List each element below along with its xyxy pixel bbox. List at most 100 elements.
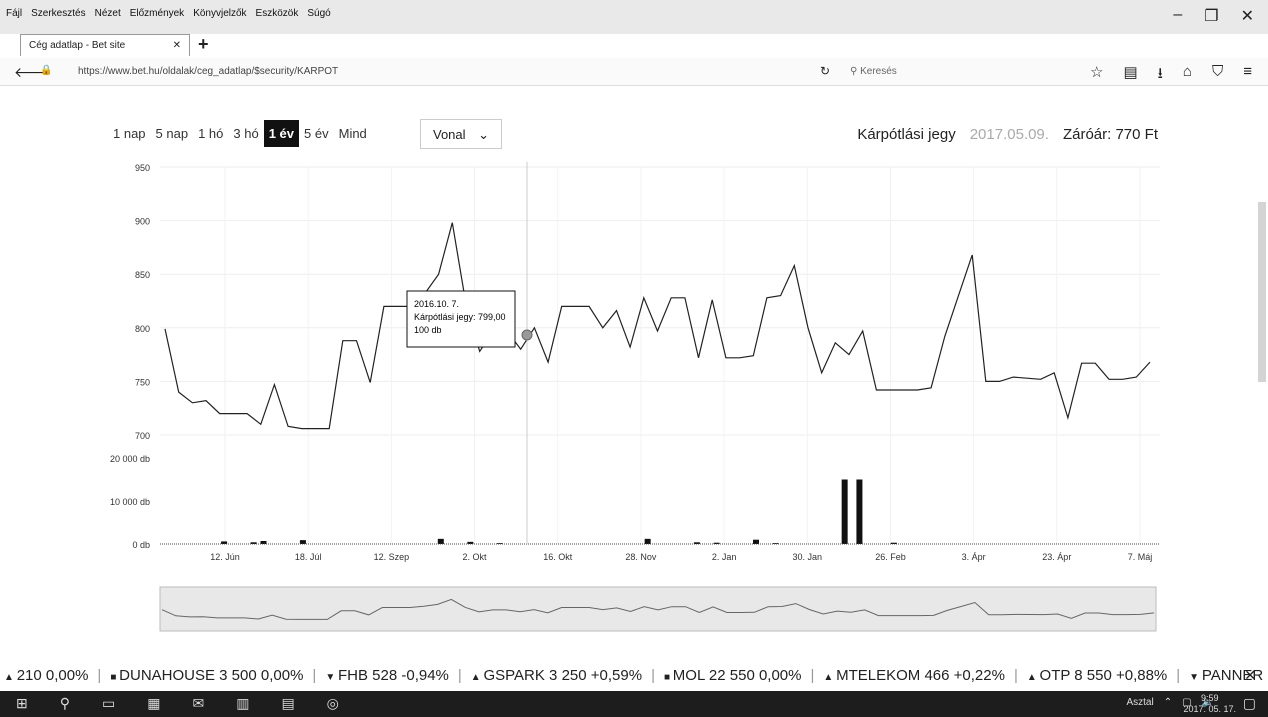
maximize-icon[interactable]: ❐ — [1204, 8, 1219, 25]
outlook-icon[interactable]: ✉ — [192, 695, 205, 711]
range-button-5ev[interactable]: 5 év — [304, 126, 329, 141]
volume-icon[interactable]: 🔈 — [1201, 697, 1214, 708]
ticker-text: FHB 528 -0,94% — [338, 666, 449, 684]
range-button-3ho[interactable]: 3 hó — [233, 126, 259, 141]
start-icon[interactable]: ⊞ — [16, 695, 28, 711]
volume-bar — [496, 543, 503, 544]
ticker-trend-icon: ▲ — [4, 671, 17, 683]
tray-chevron-icon[interactable]: ⌃ — [1163, 697, 1173, 708]
volume-y-ticks: 20 000 db 10 000 db 0 db — [110, 454, 150, 550]
range-button-5nap[interactable]: 5 nap — [155, 126, 189, 141]
ticker-item[interactable]: ▲ OTP 8 550 +0,88% — [1027, 667, 1167, 684]
file-explorer-icon[interactable]: ▦ — [147, 695, 161, 711]
ticker-trend-icon: ▼ — [325, 671, 338, 683]
price-y-ticks: 950 900 850 800 750 700 — [135, 163, 150, 441]
search-icon[interactable]: ⚲ — [59, 695, 70, 711]
security-date: 2017.05.09. — [969, 126, 1049, 143]
x-tick-label: 7. Máj — [1128, 552, 1153, 562]
taskbar: ⊞ ⚲ ▭ ▦ ✉ ▥ ▤ ◎ Asztal ⌃ ▢ 🔈 9:59 2017. … — [0, 691, 1268, 717]
range-button-1ho[interactable]: 1 hó — [198, 126, 224, 141]
system-tray: Asztal ⌃ ▢ 🔈 — [1126, 697, 1214, 708]
clock-time: 9:59 — [1200, 693, 1219, 703]
scrollbar-thumb[interactable] — [1258, 202, 1266, 382]
close-price: Záróár: 770 Ft — [1062, 126, 1158, 143]
volume-bar — [299, 540, 306, 544]
close-icon[interactable]: ✕ — [1240, 8, 1254, 25]
ticker-item[interactable]: ▲ 210 0,00% — [4, 667, 88, 684]
tooltip-date: 2016.10. 7. — [414, 299, 459, 309]
clock[interactable]: 9:59 2017. 05. 17. — [1183, 693, 1236, 715]
nav-bar: 🡐 🔒 https://www.bet.hu/oldalak/ceg_adatl… — [0, 58, 1268, 86]
price-y-tick: 900 — [135, 217, 150, 227]
volume-bar — [890, 542, 897, 544]
x-tick-label: 2. Jan — [712, 552, 737, 562]
volume-bar — [772, 543, 779, 544]
browser-tab[interactable]: Cég adatlap - Bet site ✕ — [20, 34, 190, 56]
firefox-icon[interactable]: ◎ — [326, 695, 339, 711]
grid-lines — [160, 166, 1160, 544]
search-input[interactable]: ⚲ Keresés — [840, 62, 1080, 82]
ticker-item[interactable]: ▼ FHB 528 -0,94% — [325, 667, 449, 684]
range-button-mind[interactable]: Mind — [338, 126, 367, 141]
menu-item-help[interactable]: Súgó — [307, 8, 331, 19]
menu-item-edit[interactable]: Szerkesztés — [31, 8, 86, 19]
navigator[interactable] — [159, 586, 1157, 632]
ticker-item[interactable]: ▼ PANNER — [1189, 667, 1263, 684]
volume-bar — [753, 539, 759, 544]
ticker-separator: | — [1013, 666, 1018, 684]
x-tick-label: 12. Szep — [374, 552, 410, 562]
x-tick-label: 12. Jún — [210, 552, 240, 562]
ticker-item[interactable]: ▲ MTELEKOM 466 +0,22% — [823, 667, 1005, 684]
back-arrow-icon[interactable]: 🡐 — [14, 64, 52, 80]
tab-close-icon[interactable]: ✕ — [172, 40, 181, 51]
ticker-item[interactable]: ■ MOL 22 550 0,00% — [664, 667, 802, 684]
chart-type-select[interactable]: Vonal ⌄ — [420, 119, 502, 149]
reading-list-icon[interactable]: ▤ — [1123, 64, 1138, 81]
new-tab-icon[interactable]: + — [198, 34, 209, 54]
reload-icon[interactable]: ↻ — [820, 64, 831, 78]
ticker-item[interactable]: ▲ GSPARK 3 250 +0,59% — [471, 667, 642, 684]
chevron-down-icon: ⌄ — [478, 127, 489, 142]
network-icon[interactable]: ▢ — [1182, 697, 1192, 708]
ticker-text: PANNER — [1201, 666, 1264, 684]
window-controls: – ❐ ✕ — [1173, 6, 1254, 26]
price-chart[interactable]: 950 900 850 800 750 700 20 000 db 10 000 db 0 d… — [0, 150, 1268, 640]
scrollbar[interactable] — [1256, 92, 1268, 652]
range-button-1ev[interactable]: 1 év — [263, 120, 300, 147]
pocket-icon[interactable]: ⛉ — [1211, 63, 1224, 80]
minimize-icon[interactable]: – — [1173, 6, 1183, 23]
desktop-label[interactable]: Asztal — [1126, 697, 1154, 708]
volume-bar — [841, 479, 848, 544]
download-icon[interactable]: ⭳ — [1157, 65, 1163, 82]
word-icon[interactable]: ▤ — [281, 695, 295, 711]
range-button-1nap[interactable]: 1 nap — [113, 126, 146, 141]
menu-item-tools[interactable]: Eszközök — [255, 8, 299, 19]
tooltip: 2016.10. 7. Kárpótlási jegy: 799,00 100 … — [406, 290, 516, 348]
volume-bar — [856, 479, 863, 544]
ticker-item[interactable]: ■ DUNAHOUSE 3 500 0,00% — [110, 667, 303, 684]
tooltip-volume: 100 db — [414, 325, 442, 335]
price-y-tick: 800 — [135, 324, 150, 334]
ticker-close-icon[interactable]: ✕ — [1244, 667, 1256, 683]
volume-bar — [250, 542, 257, 544]
home-icon[interactable]: ⌂ — [1182, 63, 1192, 80]
ticker-trend-icon: ■ — [663, 671, 673, 683]
notification-icon[interactable]: ▢ — [1242, 695, 1256, 711]
ticker-separator: | — [312, 666, 317, 684]
x-ticks: 12. Jún 18. Júl 12. Szep 2. Okt 16. Okt 28. N… — [210, 552, 1152, 562]
search-icon: ⚲ — [850, 66, 861, 77]
menu-item-view[interactable]: Nézet — [94, 8, 121, 19]
range-buttons: 1 nap 5 nap 1 hó 3 hó 1 év 5 év Mind — [108, 120, 372, 147]
lock-icon[interactable]: 🔒 — [40, 65, 53, 76]
menu-item-bookmarks[interactable]: Könyvjelzők — [193, 8, 247, 19]
menu-item-history[interactable]: Előzmények — [129, 8, 185, 19]
price-y-tick: 750 — [135, 377, 150, 387]
x-tick-label: 26. Feb — [875, 552, 906, 562]
url-field[interactable]: https://www.bet.hu/oldalak/ceg_adatlap/$… — [78, 66, 339, 77]
excel-icon[interactable]: ▥ — [236, 695, 250, 711]
menu-item-file[interactable]: Fájl — [6, 8, 23, 19]
bookmark-star-icon[interactable]: ☆ — [1090, 64, 1104, 81]
price-line — [164, 222, 1151, 430]
task-view-icon[interactable]: ▭ — [102, 695, 116, 711]
menu-icon[interactable]: ≡ — [1243, 63, 1252, 80]
